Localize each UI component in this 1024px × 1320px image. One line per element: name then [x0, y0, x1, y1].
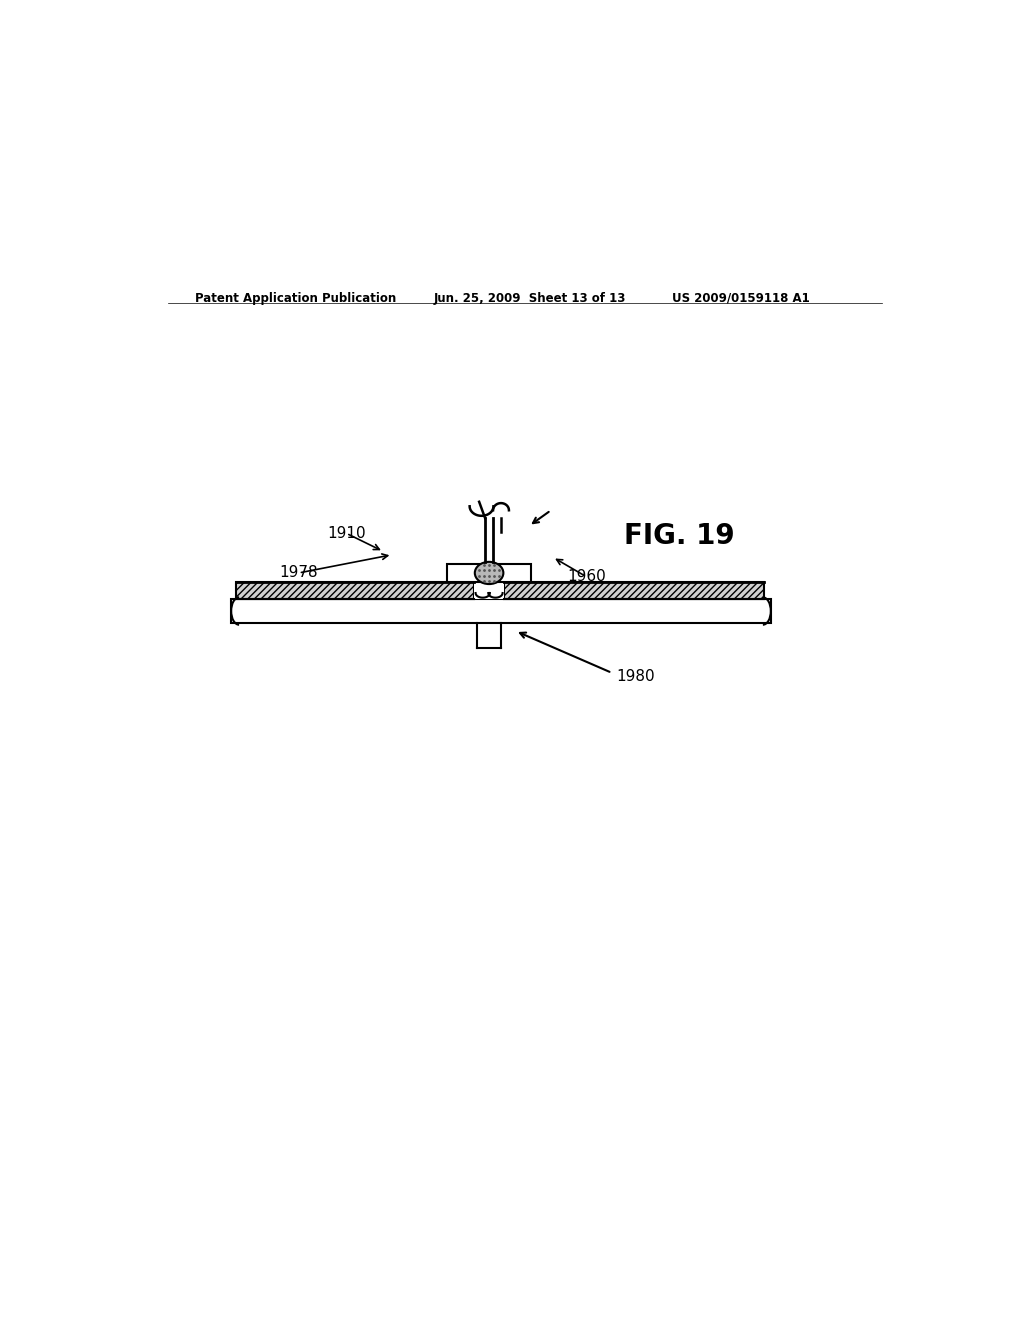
Ellipse shape — [475, 562, 504, 583]
Text: 1910: 1910 — [327, 525, 366, 541]
Bar — [236, 582, 474, 599]
Bar — [447, 564, 530, 582]
Text: 1980: 1980 — [616, 669, 654, 684]
Text: Jun. 25, 2009  Sheet 13 of 13: Jun. 25, 2009 Sheet 13 of 13 — [433, 292, 626, 305]
Text: US 2009/0159118 A1: US 2009/0159118 A1 — [672, 292, 809, 305]
Bar — [231, 599, 771, 623]
Bar — [504, 582, 765, 599]
Bar — [474, 582, 504, 599]
Text: 1978: 1978 — [280, 565, 317, 581]
Text: 1960: 1960 — [567, 569, 606, 585]
Text: Patent Application Publication: Patent Application Publication — [196, 292, 396, 305]
Text: FIG. 19: FIG. 19 — [624, 521, 734, 549]
